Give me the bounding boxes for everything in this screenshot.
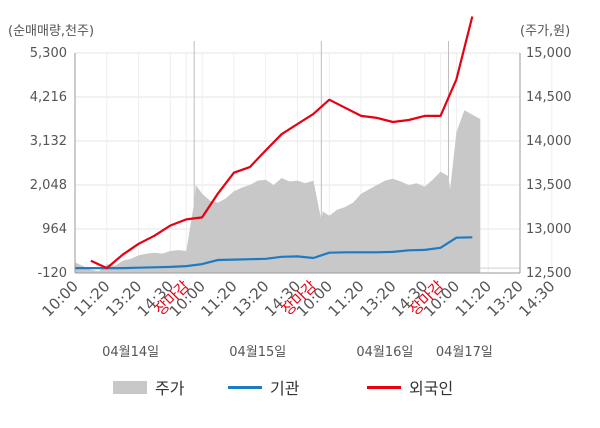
institution-line bbox=[75, 236, 473, 270]
foreign-line bbox=[90, 16, 474, 270]
price-area-path bbox=[75, 110, 481, 273]
legend-label-foreign: 외국인 bbox=[409, 379, 454, 398]
right-tick-label: 14,500 bbox=[526, 90, 572, 105]
legend-swatch-institution bbox=[228, 385, 262, 389]
axes: 5,300 4,216 3,132 2,048 964 -120 15,000 14,500 1… bbox=[30, 46, 572, 281]
legend-item-foreign: 외국인 bbox=[367, 372, 453, 402]
x-tick-labels: 10:0011:2013:2014:30장마감10:0011:2013:2014… bbox=[39, 277, 559, 320]
left-tick-label: 2,048 bbox=[30, 178, 67, 193]
x-tick-label: 14:30 bbox=[515, 277, 558, 320]
left-tick-label: -120 bbox=[37, 266, 67, 281]
right-tick-label: 13,000 bbox=[526, 222, 572, 237]
legend-item-institution: 기관 bbox=[228, 372, 299, 402]
right-axis-unit: (주가,원) bbox=[520, 24, 570, 39]
left-tick-label: 5,300 bbox=[30, 46, 67, 61]
right-tick-label: 15,000 bbox=[526, 46, 572, 61]
right-tick-label: 13,500 bbox=[526, 178, 572, 193]
legend-label-price: 주가 bbox=[155, 379, 185, 398]
date-labels: 04월14일 04월15일 04월16일 04월17일 bbox=[102, 345, 493, 360]
date-label: 04월16일 bbox=[356, 345, 413, 360]
legend-swatch-price bbox=[113, 380, 147, 394]
price-area bbox=[75, 110, 481, 273]
left-tick-label: 964 bbox=[42, 222, 67, 237]
legend: 주가 기관 외국인 bbox=[0, 372, 600, 402]
right-tick-label: 12,500 bbox=[526, 266, 572, 281]
right-tick-label: 14,000 bbox=[526, 134, 572, 149]
legend-item-price: 주가 bbox=[113, 372, 184, 402]
chart: (순매매량,천주) (주가,원) 5,300 4,216 3,132 2,048 964… bbox=[8, 16, 572, 360]
left-tick-label: 3,132 bbox=[30, 134, 67, 149]
date-label: 04월15일 bbox=[229, 345, 286, 360]
left-tick-label: 4,216 bbox=[30, 90, 67, 105]
date-label: 04월14일 bbox=[102, 345, 159, 360]
legend-label-institution: 기관 bbox=[270, 379, 300, 398]
series-lines bbox=[75, 16, 474, 270]
date-label: 04월17일 bbox=[436, 345, 493, 360]
legend-swatch-foreign bbox=[367, 385, 401, 389]
left-axis-unit: (순매매량,천주) bbox=[8, 24, 94, 39]
